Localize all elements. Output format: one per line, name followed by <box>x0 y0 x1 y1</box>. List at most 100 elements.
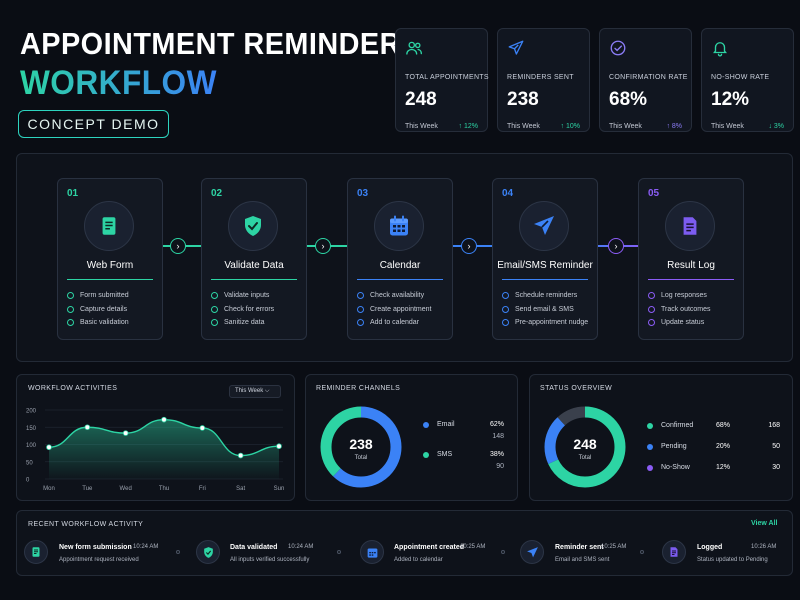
x-tick-label: Sun <box>274 486 285 492</box>
stat-period: This Week <box>405 123 438 130</box>
donut-slice-no-show[interactable] <box>544 406 626 488</box>
recent-activity-panel <box>16 510 793 576</box>
step-number: 05 <box>648 188 660 199</box>
step-task: Capture details <box>67 303 129 317</box>
legend-item-pending: Pending <box>647 443 687 450</box>
activity-time: 10:25 AM <box>460 544 486 550</box>
legend-percent: 20% <box>716 443 731 450</box>
step-number: 01 <box>67 188 79 199</box>
legend-percent: 62% <box>489 421 504 428</box>
legend-count: 90 <box>496 463 504 470</box>
check-icon <box>67 292 74 300</box>
panel-title: STATUS OVERVIEW <box>540 385 613 392</box>
send-icon <box>534 216 554 235</box>
data-point[interactable] <box>237 452 244 459</box>
y-tick-label: 100 <box>26 443 37 449</box>
workflow-step-validate-data[interactable]: 02 Validate Data Validate inputs Check f… <box>201 178 307 340</box>
reminder-channels-donut <box>320 406 402 488</box>
arrow-right-icon[interactable]: › <box>461 238 477 254</box>
step-task: Pre-appointment nudge <box>502 316 588 330</box>
data-point[interactable] <box>276 443 282 450</box>
stat-period: This Week <box>711 123 744 130</box>
period-dropdown[interactable]: This Week ⌵ <box>229 385 281 398</box>
step-name: Result Log <box>667 260 715 271</box>
check-icon <box>67 305 74 313</box>
check-icon <box>648 292 655 300</box>
stat-change: ↑ 12% <box>458 123 478 130</box>
send-icon <box>526 546 538 557</box>
panel-title: RECENT WORKFLOW ACTIVITY <box>28 521 144 528</box>
check-icon <box>502 292 509 300</box>
workflow-step-web-form[interactable]: 01 Web Form Form submitted Capture detai… <box>57 178 163 340</box>
concept-demo-badge: CONCEPT DEMO <box>18 110 169 138</box>
step-name: Calendar <box>379 260 421 271</box>
legend-count: 148 <box>492 433 504 440</box>
stat-period: This Week <box>507 123 540 130</box>
donut-slice-pending[interactable] <box>544 406 626 488</box>
arrow-right-icon[interactable]: › <box>608 238 624 254</box>
document-icon <box>683 217 697 235</box>
legend-count: 168 <box>768 422 780 429</box>
check-icon <box>211 292 218 300</box>
activities-area-chart: 200 150 100 50 0 Mon Tue Wed Thu Fri Sat Sun <box>26 409 285 493</box>
y-tick-label: 0 <box>26 478 30 484</box>
step-name: Web Form <box>86 260 134 271</box>
stat-change: ↑ 8% <box>666 123 682 130</box>
x-tick-label: Tue <box>82 486 93 492</box>
donut-slice-sms[interactable] <box>320 406 402 488</box>
stat-card-total-appointments: TOTAL APPOINTMENTS 248 This Week ↑ 12% <box>395 28 489 132</box>
activity-title: Appointment created <box>394 544 465 551</box>
stat-label: NO-SHOW RATE <box>711 74 770 81</box>
data-point[interactable] <box>199 425 206 431</box>
step-name: Email/SMS Reminder <box>497 260 593 271</box>
legend-percent: 12% <box>716 464 731 471</box>
step-number: 04 <box>502 188 514 199</box>
data-point[interactable] <box>122 430 129 436</box>
step-task: Check for errors <box>211 303 274 317</box>
stat-card-confirmation-rate: CONFIRMATION RATE 68% This Week ↑ 8% <box>599 28 692 132</box>
check-icon <box>502 305 509 313</box>
legend-item-no-show: No-Show <box>647 464 690 471</box>
panel-title: WORKFLOW ACTIVITIES <box>28 385 118 392</box>
data-point[interactable] <box>161 416 167 423</box>
view-all-link[interactable]: View All <box>751 520 778 527</box>
arrow-right-icon[interactable]: › <box>170 238 186 254</box>
workflow-step-email-sms-reminder[interactable]: 04 Email/SMS Reminder Schedule reminders… <box>492 178 598 340</box>
step-task: Track outcomes <box>648 303 711 317</box>
stat-label: REMINDERS SENT <box>507 74 574 81</box>
check-icon <box>67 319 74 327</box>
legend-percent: 68% <box>716 422 731 429</box>
activity-description: Added to calendar <box>394 557 443 563</box>
stat-label: TOTAL APPOINTMENTS <box>405 74 489 81</box>
users-icon <box>406 41 423 55</box>
form-icon <box>32 547 40 557</box>
legend-percent: 38% <box>489 451 504 458</box>
step-task: Schedule reminders <box>502 289 588 303</box>
stat-label: CONFIRMATION RATE <box>609 74 688 81</box>
step-task: Form submitted <box>67 289 129 303</box>
shield-check-icon <box>245 216 261 236</box>
activity-description: Status updated to Pending <box>697 557 768 563</box>
workflow-step-calendar[interactable]: 03 Calendar Check availability Create ap… <box>347 178 453 340</box>
data-point[interactable] <box>46 444 52 451</box>
activity-time: 10:25 AM <box>601 544 627 550</box>
data-point[interactable] <box>84 424 91 431</box>
send-icon <box>508 40 524 55</box>
stat-change: ↓ 3% <box>768 123 784 130</box>
check-icon <box>357 292 364 300</box>
arrow-right-icon[interactable]: › <box>315 238 331 254</box>
y-tick-label: 150 <box>26 426 37 432</box>
stat-card-reminders-sent: REMINDERS SENT 238 This Week ↑ 10% <box>497 28 590 132</box>
y-tick-label: 50 <box>26 460 33 466</box>
check-icon <box>502 319 509 327</box>
activity-description: All inputs verified successfully <box>230 557 310 563</box>
panel-title: REMINDER CHANNELS <box>316 385 401 392</box>
stat-value: 12% <box>711 89 750 110</box>
check-icon <box>357 319 364 327</box>
check-icon <box>648 319 655 327</box>
donut-center-value: 248 <box>573 436 597 452</box>
workflow-step-result-log[interactable]: 05 Result Log Log responses Track outcom… <box>638 178 744 340</box>
step-task: Basic validation <box>67 316 129 330</box>
legend-item-email: Email <box>423 421 455 428</box>
y-tick-label: 200 <box>26 409 37 415</box>
